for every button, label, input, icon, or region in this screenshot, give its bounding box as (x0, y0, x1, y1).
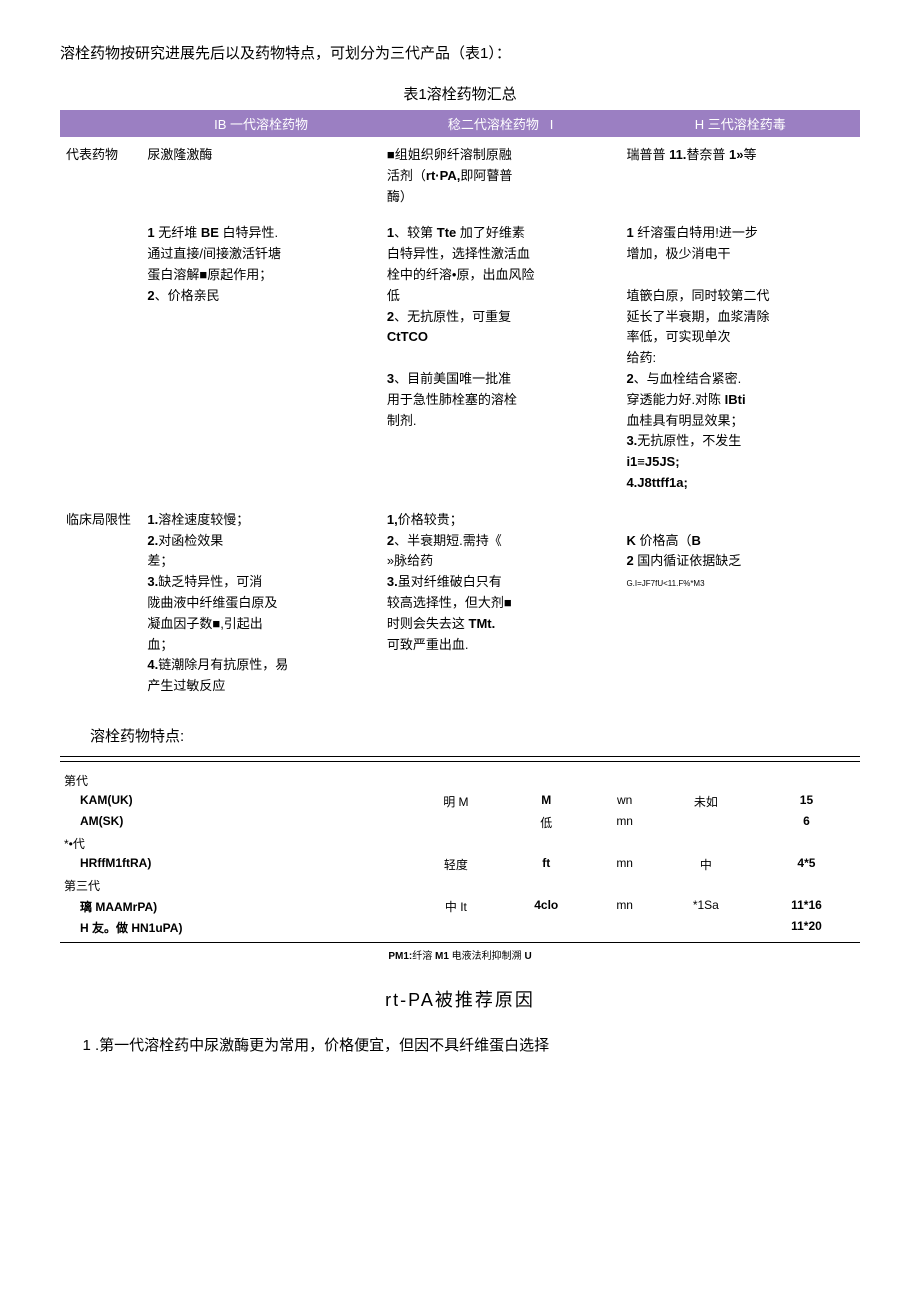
cell-drug-gen1: 尿激隆激酶 (141, 137, 381, 215)
table2-row-2: AM(SK) 低 mn 6 (60, 812, 860, 833)
table2-top-rule1 (60, 756, 860, 757)
table1-head-gen3: H 三代溶栓药毒 (620, 110, 860, 137)
cell-feature-gen1: 1 无纤堆 BE 白特异性. 通过直接/间接激活钎塘 蛋白溶解■原起作用； 2、… (141, 215, 381, 501)
heading-rtpa: rt-PA被推荐原因 (60, 986, 860, 1012)
gen1-label: 第代 (60, 770, 860, 791)
cell-limit-gen3: K 价格高（B 2 国内循证依据缺乏 G.I=JF7fU<11.F%*M3 (620, 502, 860, 705)
gen3-label: 第三代 (60, 875, 860, 896)
table1-title: 表1溶栓药物汇总 (60, 83, 860, 104)
paragraph-1: 1 .第一代溶栓药中尿激酶更为常用，价格便宜，但因不具纤维蛋白选择 (60, 1032, 860, 1061)
subheading-features: 溶栓药物特点: (60, 725, 860, 746)
cell-limit-gen1: 1.溶栓速度较慢； 2.对函检效果 差； 3.缺乏特异性，可消 陇曲液中纤维蛋白… (141, 502, 381, 705)
table2-row-4: 璃 MAAMrPA) 中 It 4clo mn *1Sa 11*16 (60, 896, 860, 917)
row-label-feature (60, 215, 141, 501)
cell-feature-gen2: 1、较第 Tte 加了好维素 白特异性，选择性激活血 栓中的纤溶•原，出血风险 … (381, 215, 621, 501)
table1-head-gen2: 稔二代溶栓药物 I (381, 110, 621, 137)
table2-row-5: H 友。做 HN1uPA) 11*20 (60, 917, 860, 938)
table1: IB 一代溶栓药物 稔二代溶栓药物 I H 三代溶栓药毒 代表药物 尿激隆激酶 … (60, 110, 860, 705)
table2-bottom-rule (60, 942, 860, 943)
table1-head-empty (60, 110, 141, 137)
table2-row-3: HRffM1ftRA) 轻度 ft mn 中 4*5 (60, 854, 860, 875)
row-label-drug: 代表药物 (60, 137, 141, 215)
row-label-limit: 临床局限性 (60, 502, 141, 705)
gen2-label: *•代 (60, 833, 860, 854)
table1-head-gen1: IB 一代溶栓药物 (141, 110, 381, 137)
table2: 第代 KAM(UK) 明 M M wn 未如 15 AM(SK) 低 mn 6 … (60, 770, 860, 938)
table2-top-rule2 (60, 761, 860, 762)
cell-limit-gen2: 1,价格较贵； 2、半衰期短.需持《 »脉给药 3.虽对纤维破白只有 较高选择性… (381, 502, 621, 705)
table2-row-1: KAM(UK) 明 M M wn 未如 15 (60, 791, 860, 812)
cell-drug-gen3: 瑞普普 11.替奈普 1»等 (620, 137, 860, 215)
table2-footnote: PM1:纤溶 M1 电液法利抑制溯 U (60, 947, 860, 962)
intro-text: 溶栓药物按研究进展先后以及药物特点，可划分为三代产品（表1）： (60, 40, 860, 67)
cell-drug-gen2: ■组姐织卵纤溶制原融 活剂（rt·PA,即阿瞽普 酶） (381, 137, 621, 215)
cell-feature-gen3: 1 纤溶蛋白特用!进一步 增加，极少消电干 埴篏白原，同时较第二代 延长了半衰期… (620, 215, 860, 501)
